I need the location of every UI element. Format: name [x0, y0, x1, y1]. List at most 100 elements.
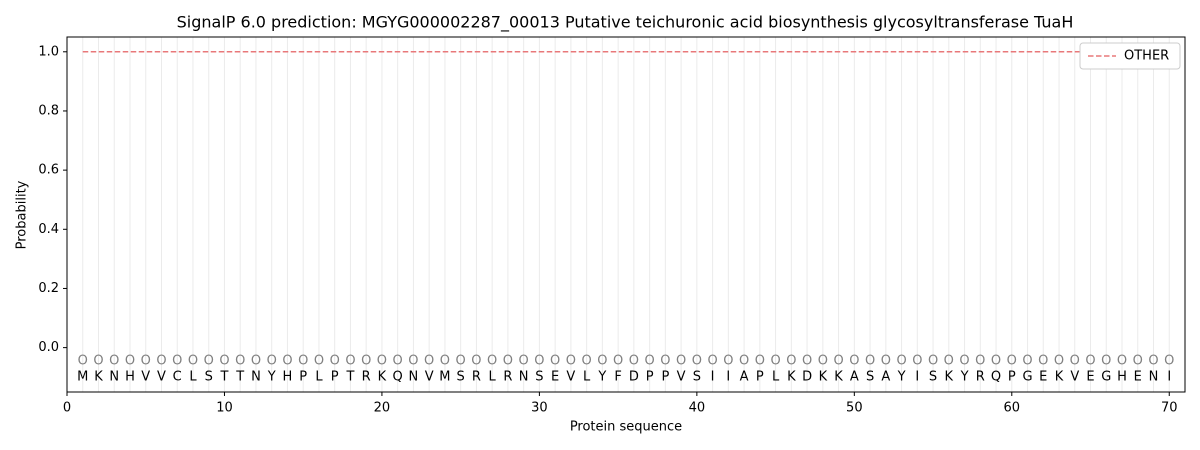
- annotation: O: [377, 354, 387, 369]
- residue: Q: [393, 370, 403, 385]
- annotation: O: [534, 354, 544, 369]
- annotation: O: [896, 354, 906, 369]
- annotation: O: [204, 354, 214, 369]
- annotation: O: [786, 354, 796, 369]
- x-axis-label: Protein sequence: [570, 420, 682, 435]
- chart-title: SignalP 6.0 prediction: MGYG000002287_00…: [177, 13, 1074, 33]
- annotation: O: [440, 354, 450, 369]
- residue: P: [331, 370, 339, 385]
- annotation: O: [188, 354, 198, 369]
- residue: D: [629, 370, 639, 385]
- residue: S: [535, 370, 543, 385]
- residue: H: [125, 370, 135, 385]
- annotation: O: [865, 354, 875, 369]
- residue: K: [819, 370, 828, 385]
- x-tick-label: 10: [216, 401, 233, 416]
- residue: I: [711, 370, 715, 385]
- residue: M: [77, 370, 88, 385]
- residue: Q: [991, 370, 1001, 385]
- annotation: O: [471, 354, 481, 369]
- annotation: O: [1022, 354, 1032, 369]
- annotation: O: [78, 354, 88, 369]
- residue: Y: [960, 370, 969, 385]
- annotation: O: [251, 354, 261, 369]
- x-tick-label: 0: [63, 401, 71, 416]
- annotation: O: [912, 354, 922, 369]
- annotation: O: [125, 354, 135, 369]
- x-tick-label: 30: [531, 401, 548, 416]
- annotation: O: [755, 354, 765, 369]
- annotation: O: [676, 354, 686, 369]
- annotation: O: [503, 354, 513, 369]
- annotation: O: [1133, 354, 1143, 369]
- residue: I: [915, 370, 919, 385]
- residue: I: [726, 370, 730, 385]
- annotation: O: [1148, 354, 1158, 369]
- residue: M: [439, 370, 450, 385]
- residue: P: [299, 370, 307, 385]
- residue: V: [141, 370, 150, 385]
- annotation: O: [613, 354, 623, 369]
- residue: V: [677, 370, 686, 385]
- residue: N: [109, 370, 119, 385]
- residue: F: [614, 370, 621, 385]
- annotation: O: [1164, 354, 1174, 369]
- x-tick-label: 20: [374, 401, 391, 416]
- y-tick-label: 0.8: [38, 103, 59, 118]
- annotation: O: [582, 354, 592, 369]
- residue: T: [235, 370, 244, 385]
- residue: N: [519, 370, 529, 385]
- residue: Y: [597, 370, 606, 385]
- y-axis-label: Probability: [15, 180, 30, 249]
- residue: R: [472, 370, 481, 385]
- annotation: O: [93, 354, 103, 369]
- legend-label: OTHER: [1124, 49, 1169, 64]
- residue: S: [205, 370, 213, 385]
- residue: V: [425, 370, 434, 385]
- annotation: O: [959, 354, 969, 369]
- residue: P: [661, 370, 669, 385]
- residue: N: [251, 370, 261, 385]
- residue: T: [219, 370, 228, 385]
- annotation: O: [1007, 354, 1017, 369]
- residue: S: [457, 370, 465, 385]
- y-tick-label: 0.0: [38, 340, 59, 355]
- annotation: O: [818, 354, 828, 369]
- annotation: O: [456, 354, 466, 369]
- annotation: O: [975, 354, 985, 369]
- x-tick-label: 40: [689, 401, 706, 416]
- annotation: O: [361, 354, 371, 369]
- x-tick-label: 60: [1004, 401, 1021, 416]
- annotation: O: [141, 354, 151, 369]
- annotation: O: [1054, 354, 1064, 369]
- residue: E: [1039, 370, 1047, 385]
- residue: S: [693, 370, 701, 385]
- residue: V: [566, 370, 575, 385]
- residue: V: [157, 370, 166, 385]
- annotation: O: [219, 354, 229, 369]
- annotation: O: [692, 354, 702, 369]
- annotation: O: [1070, 354, 1080, 369]
- annotation: O: [597, 354, 607, 369]
- annotation: O: [408, 354, 418, 369]
- annotation: O: [172, 354, 182, 369]
- annotation: O: [629, 354, 639, 369]
- residue: P: [646, 370, 654, 385]
- residue: G: [1101, 370, 1111, 385]
- residue: R: [976, 370, 985, 385]
- residue: T: [345, 370, 354, 385]
- annotation: O: [519, 354, 529, 369]
- residue: L: [189, 370, 197, 385]
- annotation: O: [487, 354, 497, 369]
- residue: G: [1022, 370, 1032, 385]
- x-tick-label: 50: [846, 401, 863, 416]
- residue: K: [787, 370, 796, 385]
- annotation: O: [330, 354, 340, 369]
- residue: A: [740, 370, 749, 385]
- residue: K: [378, 370, 387, 385]
- annotation: O: [282, 354, 292, 369]
- residue: P: [1008, 370, 1016, 385]
- annotation: O: [345, 354, 355, 369]
